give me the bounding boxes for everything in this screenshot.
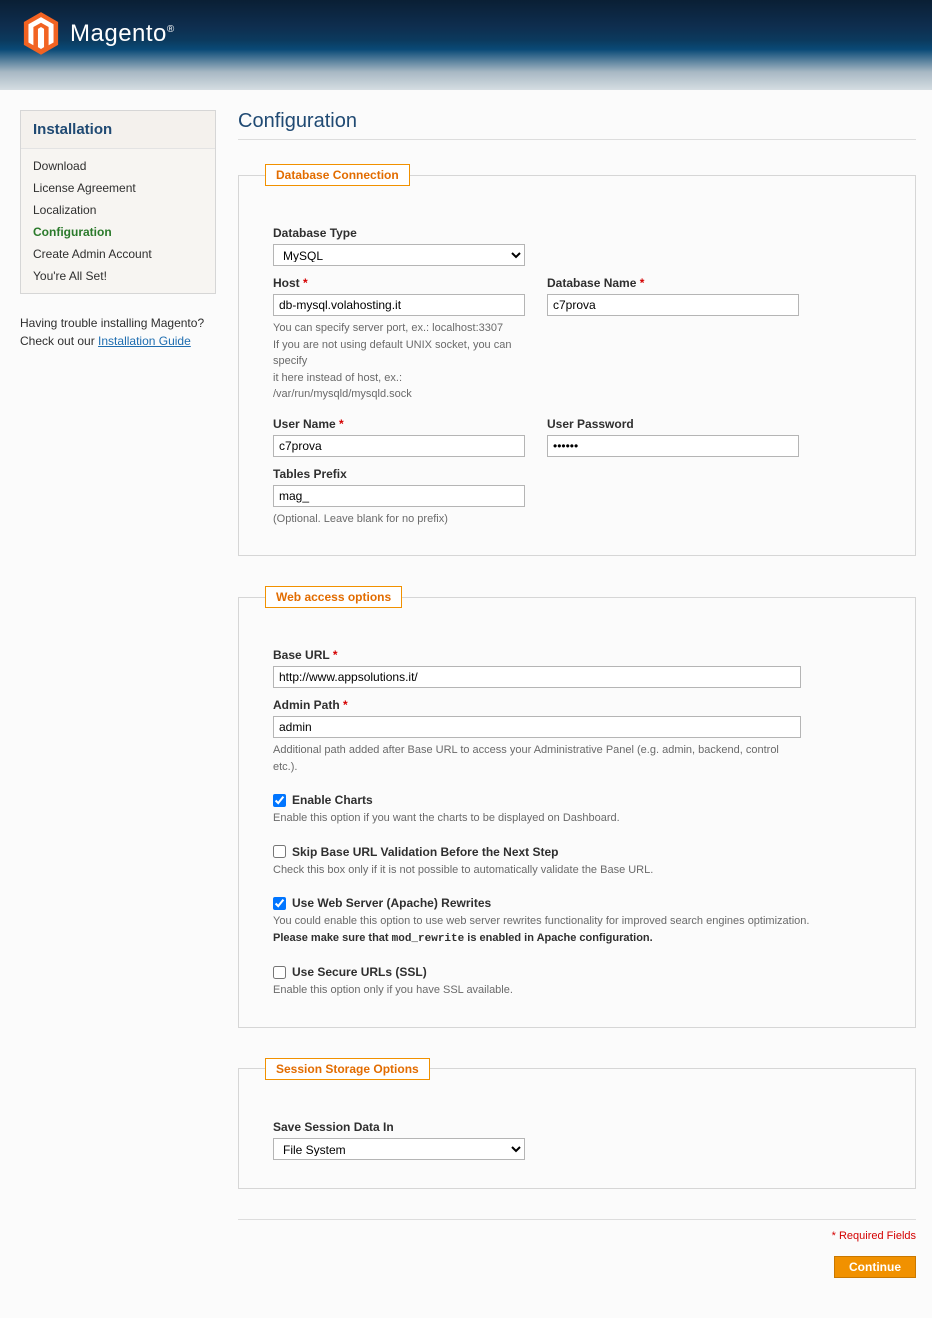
label-dbname: Database Name * xyxy=(547,276,799,290)
label-db-type: Database Type xyxy=(273,226,525,240)
sidebar-item-localization[interactable]: Localization xyxy=(21,199,215,221)
brand-text: Magento® xyxy=(70,20,175,48)
checkbox-ssl[interactable] xyxy=(273,966,286,979)
continue-button[interactable]: Continue xyxy=(834,1256,916,1278)
select-db-type[interactable]: MySQL xyxy=(273,244,525,266)
input-pass[interactable] xyxy=(547,435,799,457)
input-baseurl[interactable] xyxy=(273,666,801,688)
help-line1: Having trouble installing Magento? xyxy=(20,316,204,330)
sidebar-item-done[interactable]: You're All Set! xyxy=(21,265,215,287)
row-skip: Skip Base URL Validation Before the Next… xyxy=(273,845,881,859)
sidebar: Installation Download License Agreement … xyxy=(20,110,216,1278)
help-text: Having trouble installing Magento? Check… xyxy=(20,314,216,350)
footer: * Required Fields Continue xyxy=(238,1219,916,1278)
note-rewrites: You could enable this option to use web … xyxy=(273,913,881,947)
label-adminpath: Admin Path * xyxy=(273,698,801,712)
main: Configuration Database Connection Databa… xyxy=(238,110,922,1278)
sidebar-item-download[interactable]: Download xyxy=(21,155,215,177)
input-adminpath[interactable] xyxy=(273,716,801,738)
label-host: Host * xyxy=(273,276,525,290)
page-title: Configuration xyxy=(238,110,916,140)
label-rewrites: Use Web Server (Apache) Rewrites xyxy=(292,896,491,910)
installation-guide-link[interactable]: Installation Guide xyxy=(98,334,191,348)
sidebar-title: Installation xyxy=(21,111,215,149)
label-pass: User Password xyxy=(547,417,799,431)
input-host[interactable] xyxy=(273,294,525,316)
input-prefix[interactable] xyxy=(273,485,525,507)
sidebar-box: Installation Download License Agreement … xyxy=(20,110,216,294)
header: Magento® xyxy=(0,0,932,90)
label-prefix: Tables Prefix xyxy=(273,467,525,481)
required-fields-note: * Required Fields xyxy=(238,1230,916,1242)
input-dbname[interactable] xyxy=(547,294,799,316)
note-charts: Enable this option if you want the chart… xyxy=(273,810,881,827)
checkbox-rewrites[interactable] xyxy=(273,897,286,910)
legend-web: Web access options xyxy=(265,586,402,608)
note-prefix: (Optional. Leave blank for no prefix) xyxy=(273,511,525,528)
label-ssl: Use Secure URLs (SSL) xyxy=(292,965,427,979)
label-session-save: Save Session Data In xyxy=(273,1120,525,1134)
note-host: You can specify server port, ex.: localh… xyxy=(273,320,525,403)
sidebar-item-license[interactable]: License Agreement xyxy=(21,177,215,199)
checkbox-charts[interactable] xyxy=(273,794,286,807)
legend-session: Session Storage Options xyxy=(265,1058,430,1080)
note-adminpath: Additional path added after Base URL to … xyxy=(273,742,801,775)
fieldset-session: Session Storage Options Save Session Dat… xyxy=(238,1058,916,1189)
note-skip: Check this box only if it is not possibl… xyxy=(273,862,881,879)
magento-logo-icon xyxy=(22,12,60,56)
input-user[interactable] xyxy=(273,435,525,457)
label-charts: Enable Charts xyxy=(292,793,373,807)
note-ssl: Enable this option only if you have SSL … xyxy=(273,982,881,999)
sidebar-steps: Download License Agreement Localization … xyxy=(21,149,215,293)
checkbox-skip[interactable] xyxy=(273,845,286,858)
sidebar-item-admin[interactable]: Create Admin Account xyxy=(21,243,215,265)
sidebar-item-configuration[interactable]: Configuration xyxy=(21,221,215,243)
logo-wrap: Magento® xyxy=(22,12,910,56)
row-ssl: Use Secure URLs (SSL) xyxy=(273,965,881,979)
label-baseurl: Base URL * xyxy=(273,648,801,662)
fieldset-web: Web access options Base URL * Admin Path… xyxy=(238,586,916,1028)
select-session-save[interactable]: File System xyxy=(273,1138,525,1160)
label-user: User Name * xyxy=(273,417,525,431)
row-charts: Enable Charts xyxy=(273,793,881,807)
label-skip: Skip Base URL Validation Before the Next… xyxy=(292,845,559,859)
page-body: Installation Download License Agreement … xyxy=(0,90,932,1318)
fieldset-database: Database Connection Database Type MySQL … xyxy=(238,164,916,556)
row-rewrites: Use Web Server (Apache) Rewrites xyxy=(273,896,881,910)
legend-database: Database Connection xyxy=(265,164,410,186)
help-line2-prefix: Check out our xyxy=(20,334,98,348)
